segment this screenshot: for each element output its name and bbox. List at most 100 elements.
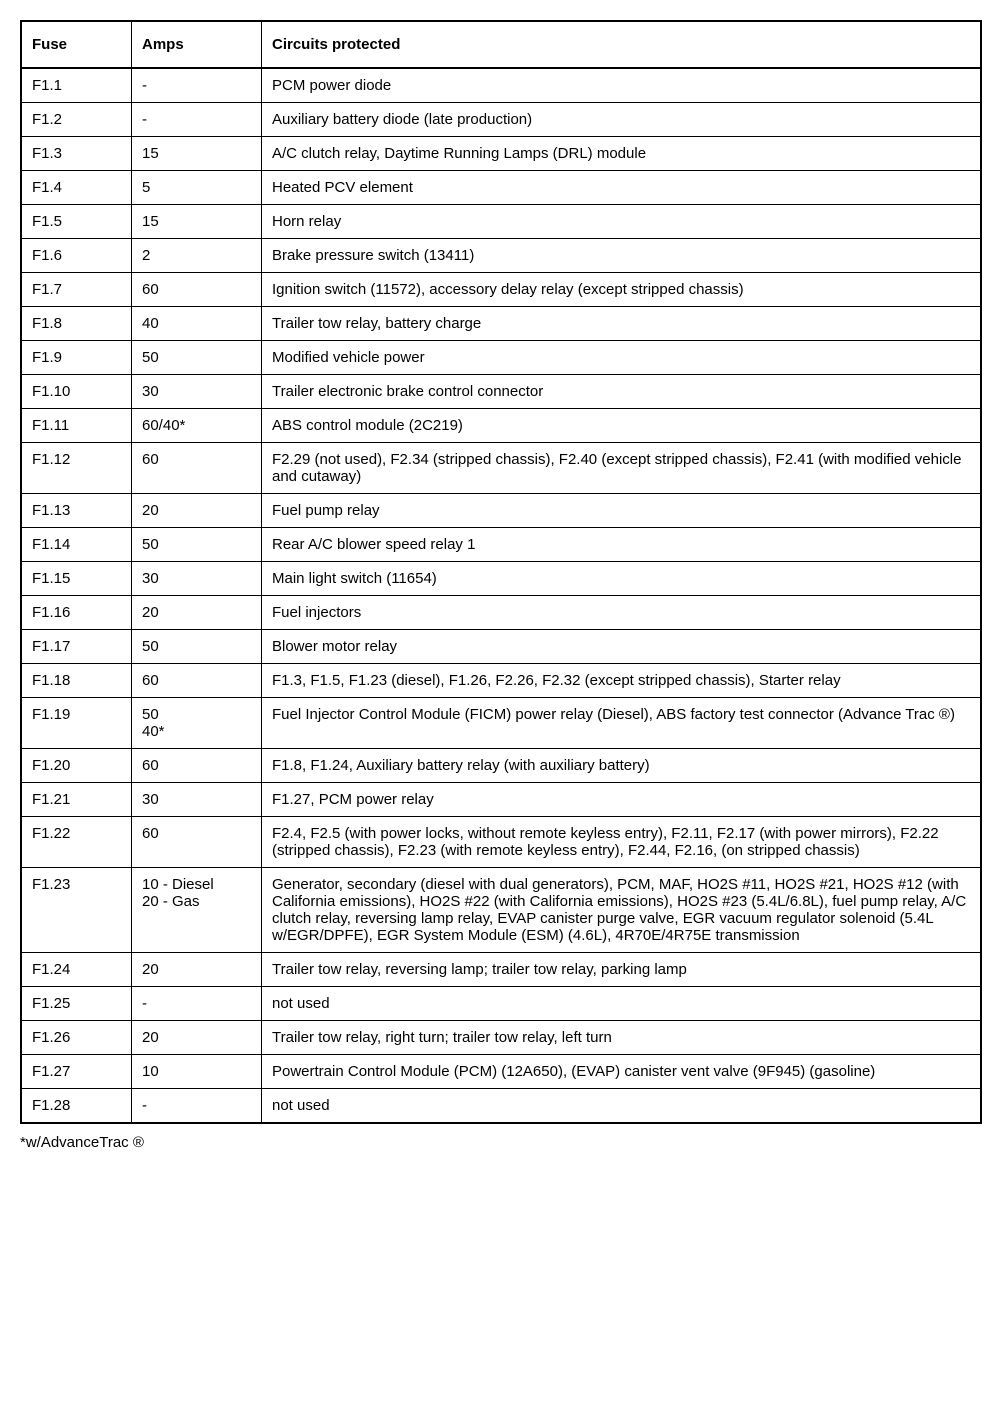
table-row: F1.1320Fuel pump relay xyxy=(22,494,980,528)
amps-cell: 50 xyxy=(132,341,262,374)
amps-cell: - xyxy=(132,103,262,136)
circuits-cell: Trailer tow relay, right turn; trailer t… xyxy=(262,1021,980,1054)
table-row: F1.1260F2.29 (not used), F2.34 (stripped… xyxy=(22,443,980,494)
amps-cell: - xyxy=(132,69,262,102)
amps-cell: 5 xyxy=(132,171,262,204)
fuse-cell: F1.5 xyxy=(22,205,132,238)
table-row: F1.2-Auxiliary battery diode (late produ… xyxy=(22,103,980,137)
circuits-cell: Blower motor relay xyxy=(262,630,980,663)
header-fuse: Fuse xyxy=(22,22,132,67)
fuse-cell: F1.13 xyxy=(22,494,132,527)
table-body: F1.1-PCM power diodeF1.2-Auxiliary batte… xyxy=(22,69,980,1122)
fuse-cell: F1.3 xyxy=(22,137,132,170)
table-row: F1.28-not used xyxy=(22,1089,980,1122)
table-row: F1.1160/40*ABS control module (2C219) xyxy=(22,409,980,443)
table-row: F1.1860F1.3, F1.5, F1.23 (diesel), F1.26… xyxy=(22,664,980,698)
fuse-cell: F1.14 xyxy=(22,528,132,561)
table-row: F1.1950 40*Fuel Injector Control Module … xyxy=(22,698,980,749)
circuits-cell: Trailer electronic brake control connect… xyxy=(262,375,980,408)
circuits-cell: Fuel Injector Control Module (FICM) powe… xyxy=(262,698,980,748)
table-row: F1.2130F1.27, PCM power relay xyxy=(22,783,980,817)
circuits-cell: Heated PCV element xyxy=(262,171,980,204)
circuits-cell: ABS control module (2C219) xyxy=(262,409,980,442)
fuse-cell: F1.8 xyxy=(22,307,132,340)
header-amps: Amps xyxy=(132,22,262,67)
fuse-cell: F1.24 xyxy=(22,953,132,986)
fuse-cell: F1.25 xyxy=(22,987,132,1020)
table-row: F1.1530Main light switch (11654) xyxy=(22,562,980,596)
circuits-cell: Rear A/C blower speed relay 1 xyxy=(262,528,980,561)
circuits-cell: A/C clutch relay, Daytime Running Lamps … xyxy=(262,137,980,170)
fuse-cell: F1.27 xyxy=(22,1055,132,1088)
amps-cell: 60 xyxy=(132,749,262,782)
amps-cell: 20 xyxy=(132,494,262,527)
circuits-cell: not used xyxy=(262,1089,980,1122)
fuse-cell: F1.19 xyxy=(22,698,132,748)
fuse-cell: F1.26 xyxy=(22,1021,132,1054)
fuse-cell: F1.11 xyxy=(22,409,132,442)
amps-cell: 30 xyxy=(132,783,262,816)
amps-cell: 50 xyxy=(132,528,262,561)
amps-cell: 15 xyxy=(132,137,262,170)
circuits-cell: Trailer tow relay, battery charge xyxy=(262,307,980,340)
amps-cell: 30 xyxy=(132,375,262,408)
circuits-cell: Powertrain Control Module (PCM) (12A650)… xyxy=(262,1055,980,1088)
amps-cell: 60 xyxy=(132,273,262,306)
circuits-cell: PCM power diode xyxy=(262,69,980,102)
circuits-cell: F1.27, PCM power relay xyxy=(262,783,980,816)
amps-cell: 20 xyxy=(132,953,262,986)
table-row: F1.950Modified vehicle power xyxy=(22,341,980,375)
table-row: F1.2310 - Diesel 20 - GasGenerator, seco… xyxy=(22,868,980,953)
circuits-cell: Main light switch (11654) xyxy=(262,562,980,595)
amps-cell: 50 40* xyxy=(132,698,262,748)
table-row: F1.1030Trailer electronic brake control … xyxy=(22,375,980,409)
table-row: F1.1620Fuel injectors xyxy=(22,596,980,630)
fuse-cell: F1.6 xyxy=(22,239,132,272)
table-row: F1.515Horn relay xyxy=(22,205,980,239)
circuits-cell: Brake pressure switch (13411) xyxy=(262,239,980,272)
amps-cell: 10 xyxy=(132,1055,262,1088)
fuse-cell: F1.17 xyxy=(22,630,132,663)
circuits-cell: not used xyxy=(262,987,980,1020)
footnote: *w/AdvanceTrac ® xyxy=(20,1134,982,1151)
table-row: F1.760Ignition switch (11572), accessory… xyxy=(22,273,980,307)
circuits-cell: F2.29 (not used), F2.34 (stripped chassi… xyxy=(262,443,980,493)
circuits-cell: Ignition switch (11572), accessory delay… xyxy=(262,273,980,306)
amps-cell: 40 xyxy=(132,307,262,340)
table-row: F1.45Heated PCV element xyxy=(22,171,980,205)
circuits-cell: Trailer tow relay, reversing lamp; trail… xyxy=(262,953,980,986)
fuse-cell: F1.23 xyxy=(22,868,132,952)
table-row: F1.1450Rear A/C blower speed relay 1 xyxy=(22,528,980,562)
fuse-cell: F1.2 xyxy=(22,103,132,136)
circuits-cell: F1.3, F1.5, F1.23 (diesel), F1.26, F2.26… xyxy=(262,664,980,697)
amps-cell: 20 xyxy=(132,1021,262,1054)
circuits-cell: Fuel injectors xyxy=(262,596,980,629)
fuse-cell: F1.15 xyxy=(22,562,132,595)
fuse-cell: F1.4 xyxy=(22,171,132,204)
amps-cell: 30 xyxy=(132,562,262,595)
circuits-cell: F2.4, F2.5 (with power locks, without re… xyxy=(262,817,980,867)
circuits-cell: Modified vehicle power xyxy=(262,341,980,374)
table-row: F1.1750Blower motor relay xyxy=(22,630,980,664)
amps-cell: - xyxy=(132,987,262,1020)
fuse-cell: F1.12 xyxy=(22,443,132,493)
amps-cell: 60 xyxy=(132,664,262,697)
table-row: F1.2710Powertrain Control Module (PCM) (… xyxy=(22,1055,980,1089)
table-row: F1.315A/C clutch relay, Daytime Running … xyxy=(22,137,980,171)
table-header-row: Fuse Amps Circuits protected xyxy=(22,22,980,69)
fuse-cell: F1.9 xyxy=(22,341,132,374)
fuse-cell: F1.18 xyxy=(22,664,132,697)
amps-cell: 2 xyxy=(132,239,262,272)
table-row: F1.2060F1.8, F1.24, Auxiliary battery re… xyxy=(22,749,980,783)
circuits-cell: F1.8, F1.24, Auxiliary battery relay (wi… xyxy=(262,749,980,782)
fuse-cell: F1.10 xyxy=(22,375,132,408)
amps-cell: 60 xyxy=(132,817,262,867)
table-row: F1.2260F2.4, F2.5 (with power locks, wit… xyxy=(22,817,980,868)
amps-cell: 50 xyxy=(132,630,262,663)
circuits-cell: Auxiliary battery diode (late production… xyxy=(262,103,980,136)
table-row: F1.1-PCM power diode xyxy=(22,69,980,103)
fuse-cell: F1.7 xyxy=(22,273,132,306)
table-row: F1.840Trailer tow relay, battery charge xyxy=(22,307,980,341)
table-row: F1.62Brake pressure switch (13411) xyxy=(22,239,980,273)
amps-cell: 20 xyxy=(132,596,262,629)
